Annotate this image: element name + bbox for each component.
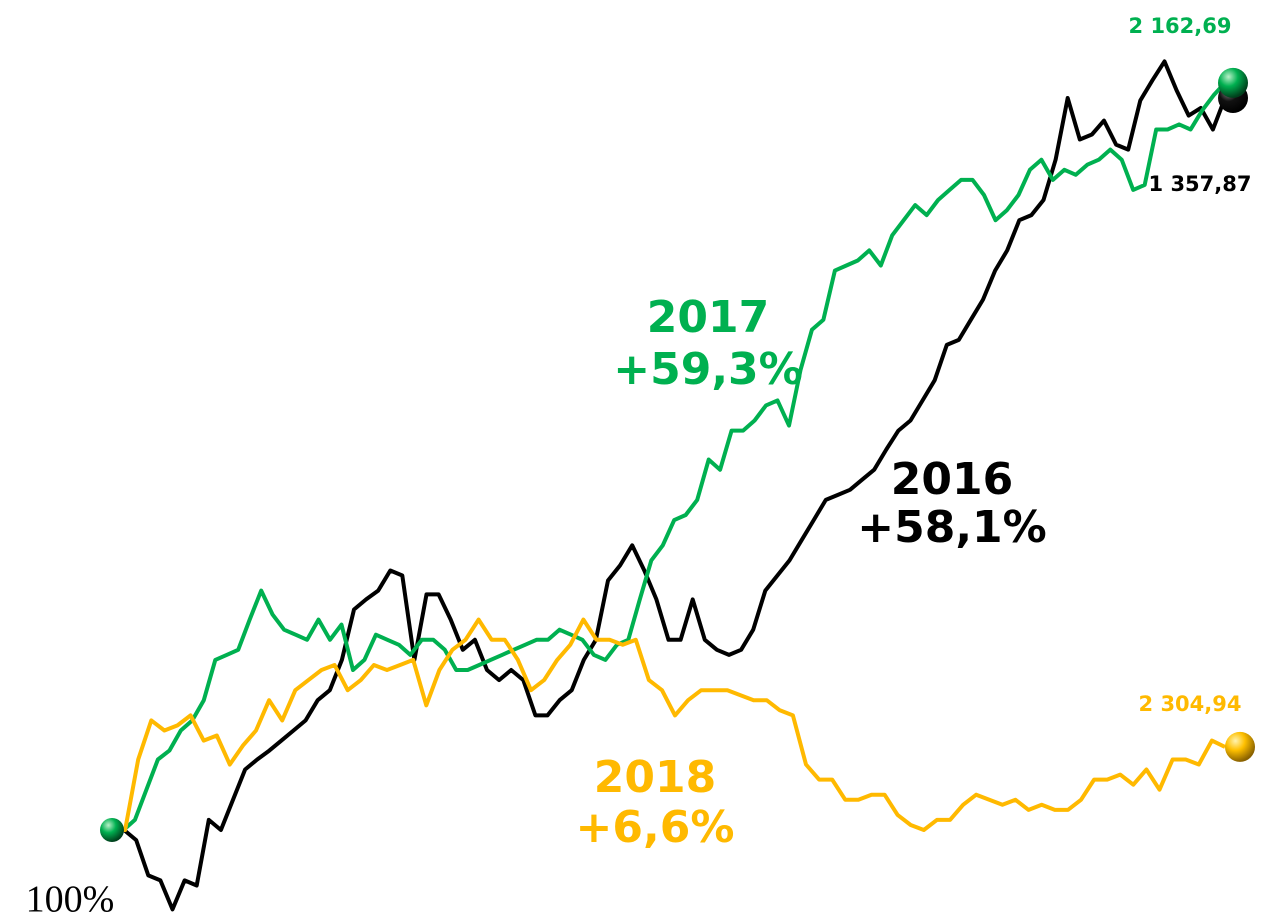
annotation-year: 2018	[594, 752, 716, 803]
end-marker	[1218, 67, 1248, 98]
end-label: 2 162,69	[1129, 14, 1232, 38]
annotation-year: 2016	[891, 454, 1013, 505]
annotation-change: +6,6%	[576, 802, 735, 853]
end-label: 2 304,94	[1139, 692, 1242, 716]
line	[112, 59, 1227, 912]
end-label: 1 357,87	[1149, 172, 1252, 196]
annotation-year: 2017	[647, 292, 769, 343]
line	[112, 617, 1226, 832]
start-marker	[100, 818, 124, 843]
base-label: 100%	[26, 879, 115, 921]
line	[112, 81, 1227, 832]
annotation-change: +59,3%	[613, 344, 803, 395]
end-marker	[1225, 731, 1255, 762]
annotation-change: +58,1%	[857, 502, 1047, 553]
